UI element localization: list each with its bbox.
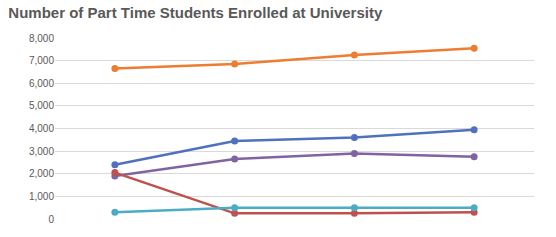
svg-text:7,000: 7,000 [29,55,54,66]
svg-text:6,000: 6,000 [29,78,54,89]
svg-text:Number of Part Time Students E: Number of Part Time Students Enrolled at… [8,4,383,21]
svg-text:5,000: 5,000 [29,100,54,111]
svg-text:3,000: 3,000 [29,146,54,157]
svg-text:4,000: 4,000 [29,123,54,134]
svg-text:1,000: 1,000 [29,191,54,202]
svg-text:0: 0 [48,214,54,225]
svg-text:2,000: 2,000 [29,168,54,179]
svg-text:8,000: 8,000 [29,33,54,44]
